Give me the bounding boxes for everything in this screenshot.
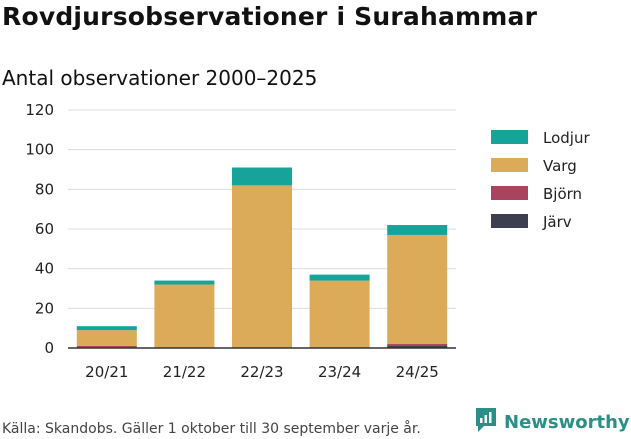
- y-tick-label: 80: [35, 180, 54, 198]
- x-tick-label: 24/25: [396, 363, 439, 381]
- brand-name: Newsworthy: [504, 411, 630, 433]
- bar-segment-lodjur-22-23[interactable]: [232, 167, 292, 186]
- legend-swatch-varg[interactable]: [491, 158, 528, 172]
- y-tick-label: 60: [35, 220, 54, 238]
- x-tick-label: 23/24: [318, 363, 361, 381]
- bar-segment-lodjur-20-21[interactable]: [76, 326, 137, 331]
- x-tick-label: 22/23: [240, 363, 283, 381]
- bar-segment-björn-24-25[interactable]: [387, 344, 448, 347]
- legend-label-järv[interactable]: Järv: [542, 213, 572, 231]
- y-tick-label: 40: [35, 260, 54, 278]
- bar-segment-varg-23-24[interactable]: [309, 280, 370, 348]
- legend-swatch-lodjur[interactable]: [491, 130, 528, 144]
- legend-swatch-järv[interactable]: [491, 214, 528, 228]
- bar-segment-varg-21-22[interactable]: [154, 284, 215, 348]
- x-tick-label: 21/22: [163, 363, 206, 381]
- bar-segment-lodjur-21-22[interactable]: [154, 280, 215, 285]
- legend-swatch-björn[interactable]: [491, 186, 528, 200]
- bar-segment-varg-24-25[interactable]: [387, 234, 448, 345]
- legend-label-björn[interactable]: Björn: [543, 185, 582, 203]
- legend-label-varg[interactable]: Varg: [543, 157, 577, 175]
- bar-segment-lodjur-23-24[interactable]: [309, 274, 370, 281]
- bar-segment-järv-24-25[interactable]: [387, 346, 448, 348]
- legend-label-lodjur[interactable]: Lodjur: [543, 129, 590, 147]
- bar-segment-björn-20-21[interactable]: [76, 346, 137, 348]
- bar-segment-lodjur-24-25[interactable]: [387, 225, 448, 235]
- newsworthy-brand[interactable]: Newsworthy: [474, 406, 630, 438]
- y-tick-label: 120: [25, 101, 54, 119]
- y-tick-label: 0: [44, 339, 54, 357]
- x-tick-label: 20/21: [85, 363, 128, 381]
- source-note: Källa: Skandobs. Gäller 1 oktober till 3…: [2, 421, 421, 437]
- y-tick-label: 20: [35, 299, 54, 317]
- chart-subtitle: Antal observationer 2000–2025: [2, 66, 318, 90]
- bar-segment-varg-22-23[interactable]: [232, 185, 292, 348]
- y-tick-label: 100: [25, 141, 54, 159]
- newsworthy-logo-icon: [474, 406, 498, 438]
- chart-title: Rovdjursobservationer i Surahammar: [2, 2, 538, 31]
- bar-segment-varg-20-21[interactable]: [76, 330, 137, 347]
